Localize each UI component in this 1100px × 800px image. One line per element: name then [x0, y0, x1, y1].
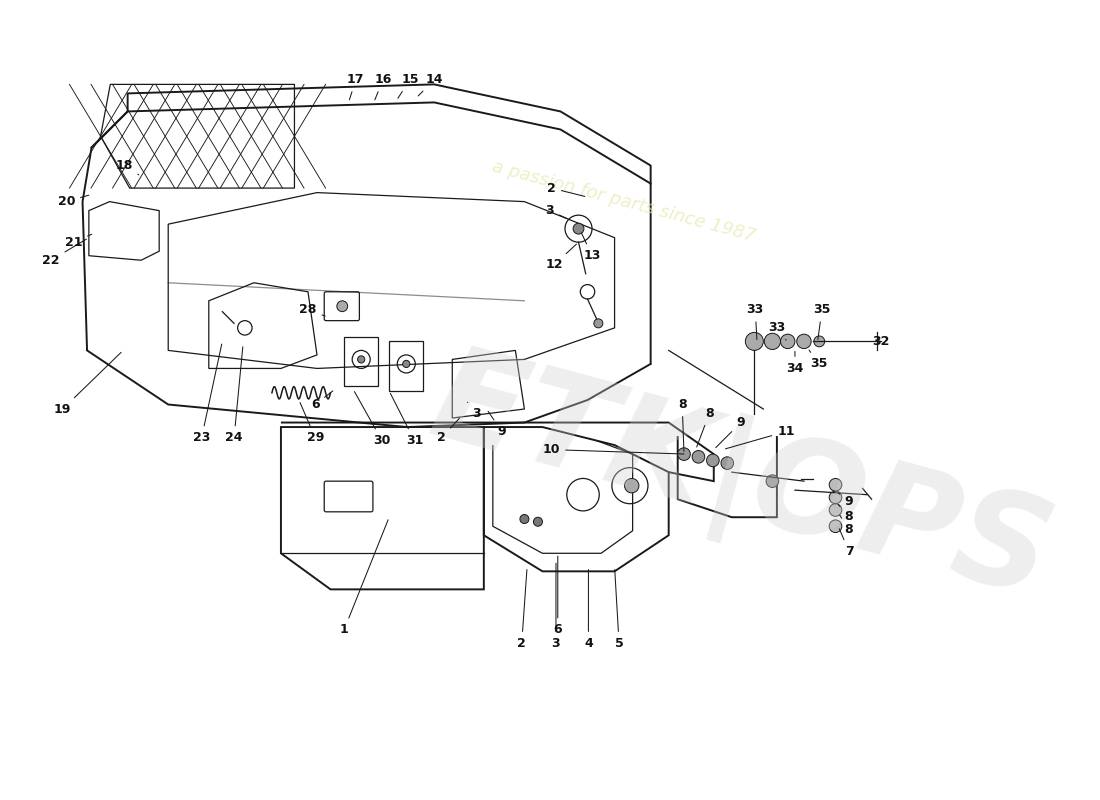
Text: 32: 32: [872, 335, 889, 348]
Text: 8: 8: [839, 515, 854, 536]
Circle shape: [625, 478, 639, 493]
Text: 6: 6: [553, 556, 562, 637]
Circle shape: [829, 478, 842, 491]
Circle shape: [706, 454, 719, 466]
Circle shape: [403, 360, 410, 367]
Text: a passion for parts since 1987: a passion for parts since 1987: [490, 158, 757, 246]
Text: 16: 16: [374, 74, 392, 100]
Text: 8: 8: [678, 398, 686, 451]
Text: 17: 17: [346, 74, 364, 100]
Text: 33: 33: [768, 322, 786, 340]
Text: 20: 20: [57, 195, 89, 208]
Circle shape: [720, 457, 734, 470]
Circle shape: [829, 504, 842, 516]
Circle shape: [746, 332, 763, 350]
Text: 29: 29: [300, 402, 323, 444]
Text: 2: 2: [517, 570, 527, 650]
Circle shape: [781, 334, 795, 349]
Text: 18: 18: [116, 159, 139, 175]
Circle shape: [764, 334, 781, 350]
Text: 6: 6: [311, 391, 333, 411]
Text: 35: 35: [810, 350, 827, 370]
Circle shape: [358, 356, 365, 363]
Text: 28: 28: [299, 303, 326, 316]
Circle shape: [692, 450, 705, 463]
Circle shape: [829, 491, 842, 504]
Text: ETK|OPS: ETK|OPS: [417, 335, 1065, 627]
Circle shape: [796, 334, 811, 349]
Text: 9: 9: [716, 416, 745, 448]
Text: 7: 7: [839, 529, 854, 558]
Text: 31: 31: [390, 394, 424, 447]
Text: 9: 9: [838, 493, 854, 508]
Text: 35: 35: [813, 303, 830, 339]
Circle shape: [678, 448, 691, 461]
Text: 13: 13: [582, 233, 601, 262]
Text: 10: 10: [542, 443, 684, 456]
Text: 12: 12: [546, 244, 576, 271]
Text: 3: 3: [468, 402, 481, 420]
Circle shape: [520, 514, 529, 523]
Text: 2: 2: [547, 182, 585, 197]
Text: 3: 3: [552, 563, 560, 650]
Text: 3: 3: [546, 204, 566, 218]
Text: 14: 14: [418, 74, 443, 96]
Text: 8: 8: [696, 407, 714, 447]
Text: 15: 15: [398, 74, 419, 98]
Text: 5: 5: [615, 570, 624, 650]
Text: 34: 34: [786, 351, 804, 375]
Circle shape: [337, 301, 348, 312]
Text: 2: 2: [437, 418, 460, 444]
Circle shape: [594, 319, 603, 328]
Text: 21: 21: [65, 234, 91, 249]
Text: 4: 4: [584, 570, 593, 650]
Circle shape: [766, 475, 779, 487]
Circle shape: [534, 518, 542, 526]
Circle shape: [573, 223, 584, 234]
Text: 33: 33: [747, 303, 763, 339]
Text: 11: 11: [726, 425, 794, 449]
Text: 8: 8: [838, 505, 854, 523]
Text: 24: 24: [226, 347, 243, 444]
Text: 19: 19: [54, 352, 121, 415]
Circle shape: [829, 520, 842, 533]
Text: 1: 1: [340, 520, 388, 637]
Text: 23: 23: [192, 344, 222, 444]
Circle shape: [814, 336, 825, 346]
Text: 9: 9: [488, 411, 506, 438]
Text: 22: 22: [42, 239, 87, 266]
Text: 30: 30: [354, 391, 390, 447]
